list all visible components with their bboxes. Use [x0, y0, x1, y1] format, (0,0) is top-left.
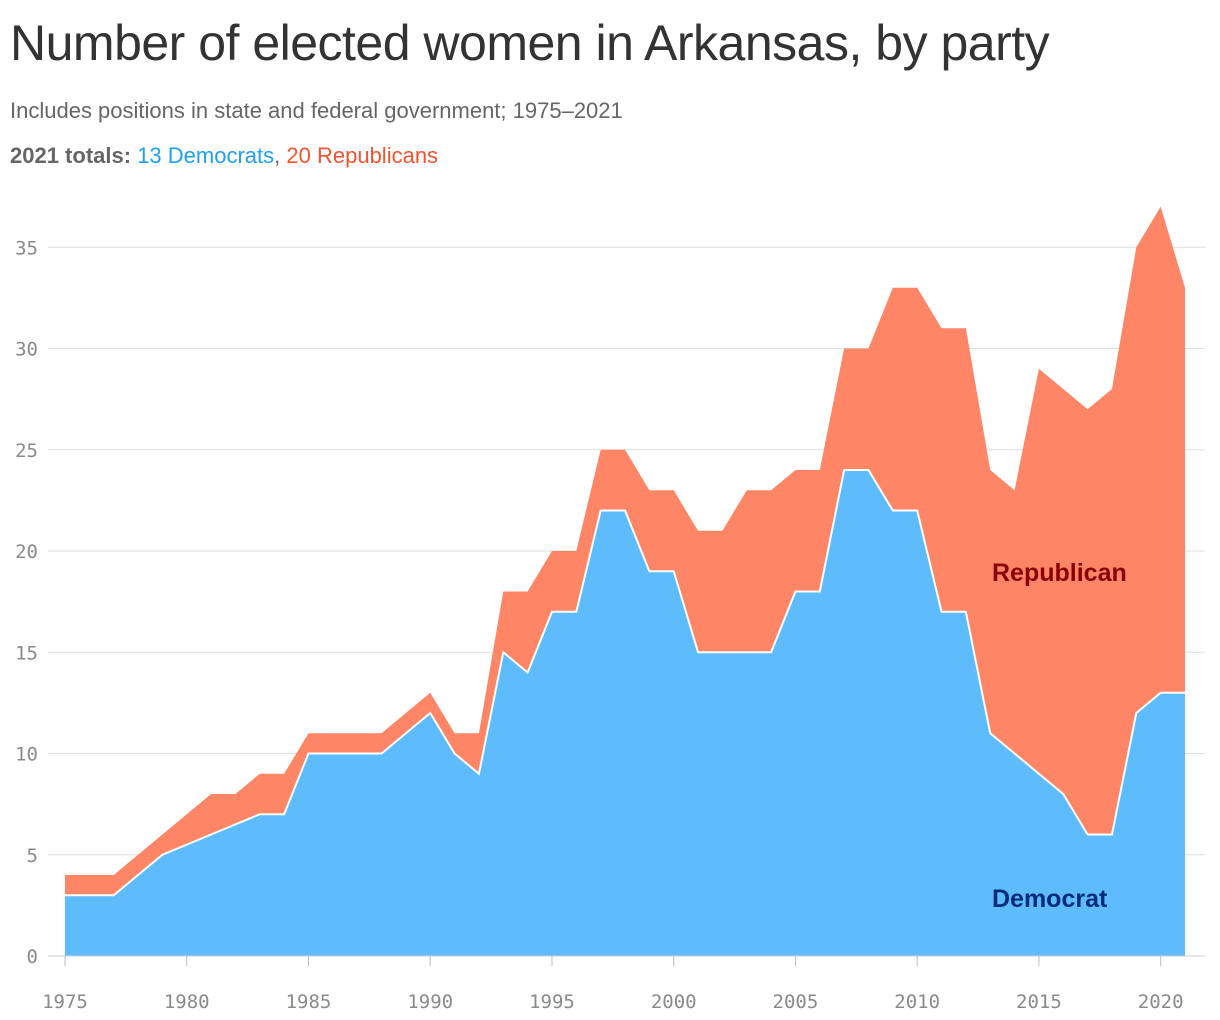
x-tick-label: 2000	[651, 991, 697, 1013]
totals-republicans: 20 Republicans	[286, 143, 439, 168]
x-tick-label: 1980	[164, 991, 210, 1013]
totals-separator: ,	[274, 143, 281, 168]
x-tick-label: 2005	[773, 991, 819, 1013]
democrat-series-label: Democrat	[992, 885, 1108, 913]
democrat-top-line	[65, 469, 1185, 897]
y-tick-label: 30	[15, 339, 38, 361]
x-tick-label: 2015	[1016, 991, 1062, 1013]
y-tick-label: 5	[27, 845, 38, 867]
y-tick-label: 0	[27, 946, 38, 968]
totals-label: 2021 totals:	[10, 143, 132, 168]
x-axis-ticks: 1975 1980 1985 1990 1995 2000 2005 2010 2015 2020	[42, 956, 1184, 1013]
chart-subtitle: Includes positions in state and federal …	[10, 98, 623, 123]
y-tick-label: 15	[15, 642, 38, 664]
republican-series-label: Republican	[992, 559, 1127, 587]
y-tick-label: 10	[15, 744, 38, 766]
totals-line: 2021 totals: 13 Democrats, 20 Republican…	[10, 143, 438, 169]
x-tick-label: 2020	[1138, 991, 1184, 1013]
x-tick-label: 1995	[529, 991, 575, 1013]
x-tick-label: 2010	[894, 991, 940, 1013]
chart-title: Number of elected women in Arkansas, by …	[10, 15, 1050, 71]
y-tick-label: 35	[15, 237, 38, 259]
y-axis-labels: 0 5 10 15 20 25 30 35	[15, 237, 38, 968]
x-tick-label: 1990	[407, 991, 453, 1013]
x-tick-label: 1975	[42, 991, 88, 1013]
y-tick-label: 25	[15, 440, 38, 462]
democrat-area	[65, 470, 1185, 956]
totals-democrats: 13 Democrats	[137, 143, 275, 168]
y-tick-label: 20	[15, 541, 38, 563]
x-tick-label: 1985	[286, 991, 332, 1013]
